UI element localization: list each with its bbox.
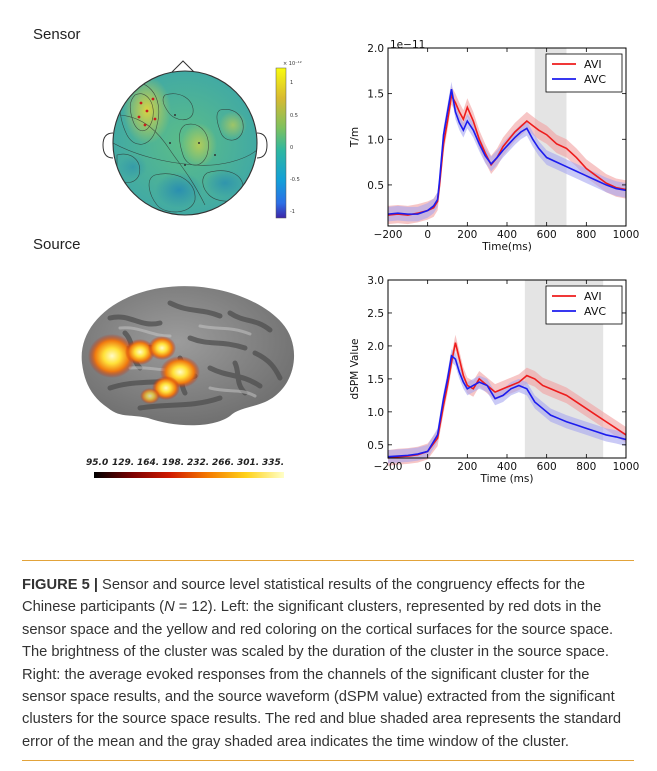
head-right-ear — [256, 132, 268, 159]
y-tick-label: 2.0 — [367, 341, 384, 353]
y-tick-label: 2.5 — [367, 308, 384, 320]
brain-colorbar-tick: 335. — [262, 458, 284, 468]
sensor-panel-label: Sensor — [33, 26, 81, 43]
x-tick-label: −200 — [374, 229, 403, 241]
y-axis-label: dSPM Value — [349, 339, 361, 400]
brain-colorbar-tick: 301. — [237, 458, 259, 468]
series-line-avi — [387, 93, 627, 216]
y-tick-label: 2.0 — [367, 43, 384, 55]
figure-separator: | — [93, 577, 98, 593]
y-axis-offset: 1e−11 — [390, 39, 425, 51]
x-tick-label: 800 — [576, 229, 596, 241]
x-tick-label: 0 — [424, 461, 431, 473]
brain-colorbar-tick: 164. — [137, 458, 159, 468]
caption-text-2: = 12). Left: the significant clusters, r… — [22, 599, 622, 750]
brain-colorbar-tick: 198. — [162, 458, 184, 468]
y-tick-label: 0.5 — [367, 180, 384, 192]
sensor-topomap — [102, 60, 268, 216]
x-tick-label: 600 — [537, 229, 557, 241]
y-tick-label: 1.5 — [367, 89, 384, 101]
x-tick-label: 200 — [457, 229, 477, 241]
head-nose — [171, 60, 195, 73]
x-tick-label: 600 — [537, 461, 557, 473]
x-axis-label: Time (ms) — [480, 473, 534, 485]
y-tick-label: 1.5 — [367, 374, 384, 386]
legend-box — [545, 53, 623, 93]
x-tick-label: 0 — [424, 229, 431, 241]
x-tick-label: 400 — [497, 461, 517, 473]
figure-label: FIGURE 5 — [22, 577, 90, 593]
topomap-colorbar: × 10⁻¹² 1 0.5 0 -0.5 -1 — [275, 61, 302, 219]
brain-colorbar-tick: 95.0 — [86, 458, 108, 468]
legend-label-avc: AVC — [584, 305, 606, 318]
brain-colorbar: 95.0 129. 164. 198. 232. 266. 301. 335. — [86, 454, 284, 489]
se-band-avi — [388, 86, 626, 225]
x-tick-label: 800 — [576, 461, 596, 473]
x-tick-label: 400 — [497, 229, 517, 241]
legend-box — [545, 285, 623, 325]
topomap-colorbar-tick: 1 — [290, 80, 293, 86]
y-tick-label: 1.0 — [367, 134, 384, 146]
caption-rule-top — [22, 560, 634, 561]
y-axis-label: T/m — [349, 127, 361, 148]
legend-label-avi: AVI — [584, 290, 602, 303]
brain-colorbar-tick: 266. — [212, 458, 234, 468]
head-left-ear — [102, 132, 114, 159]
x-tick-label: −200 — [374, 461, 403, 473]
figure-caption: FIGURE 5 | Sensor and source level stati… — [22, 574, 634, 753]
significant-sensor-dots — [137, 97, 157, 127]
brain-colorbar-tick: 129. — [112, 458, 134, 468]
source-clusters — [88, 334, 200, 404]
caption-rule-bottom — [22, 760, 634, 761]
x-tick-label: 1000 — [613, 461, 640, 473]
series-line-avc — [387, 354, 627, 458]
x-tick-label: 200 — [457, 461, 477, 473]
topomap-colorbar-tick: -0.5 — [290, 177, 300, 183]
source-panel-label: Source — [33, 236, 81, 253]
topomap-colorbar-tick: 0.5 — [290, 113, 298, 119]
caption-text-1: Sensor and source level statistical resu… — [22, 577, 586, 616]
series-line-avc — [387, 88, 627, 215]
source-dspm-chart: −200 0 200 400 600 800 1000 0.5 1.0 1.5 2.0 2.5 3.0 T… — [349, 275, 640, 485]
legend-label-avi: AVI — [584, 58, 602, 71]
source-brain-surface — [81, 286, 295, 426]
topomap-colorbar-exponent: × 10⁻¹² — [283, 61, 302, 67]
brain-colorbar-tick: 232. — [187, 458, 209, 468]
topomap-colorbar-tick: 0 — [290, 145, 293, 151]
caption-n-symbol: N — [164, 599, 175, 616]
se-band-avc — [388, 81, 626, 222]
y-tick-label: 3.0 — [367, 275, 384, 287]
legend-label-avc: AVC — [584, 73, 606, 86]
sensor-evoked-response-chart: −200 0 200 400 600 800 1000 0.5 1.0 1.5 2.0 1e−11 Ti… — [349, 39, 640, 253]
y-tick-label: 1.0 — [367, 407, 384, 419]
y-tick-label: 0.5 — [367, 440, 384, 452]
x-tick-label: 1000 — [613, 229, 640, 241]
x-axis-label: Time(ms) — [481, 241, 532, 253]
topomap-colorbar-tick: -1 — [290, 209, 295, 215]
